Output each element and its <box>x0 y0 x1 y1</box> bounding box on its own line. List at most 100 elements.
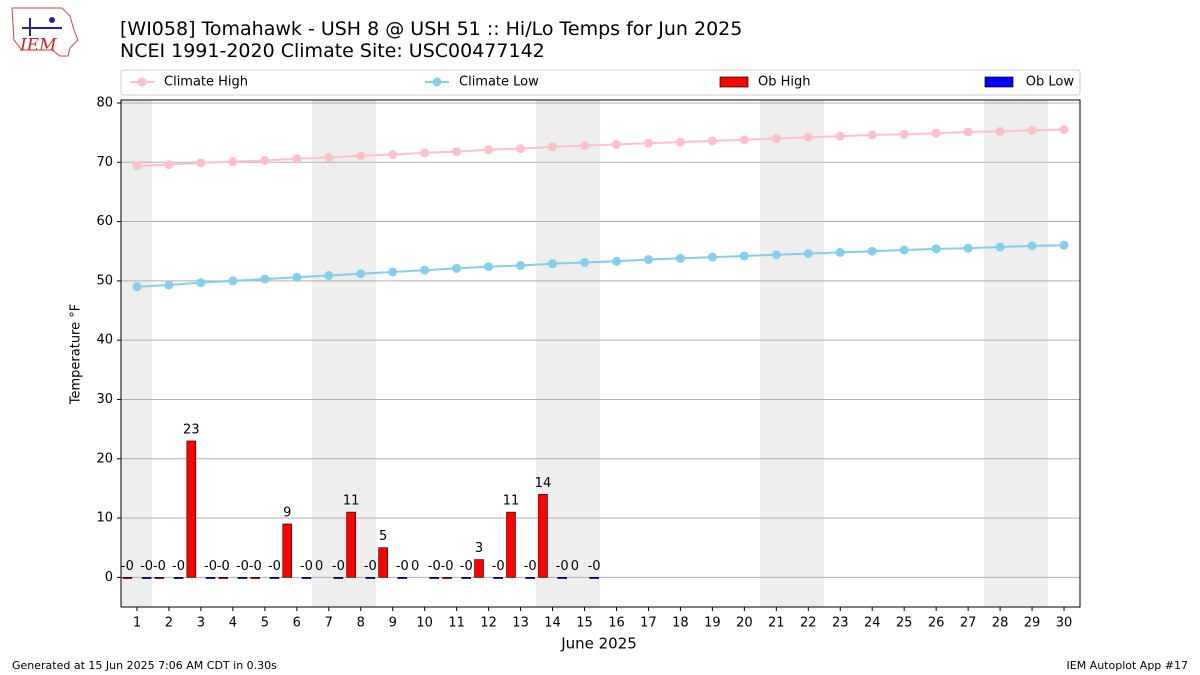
x-tick-label: 8 <box>357 616 365 631</box>
x-tick-label: 23 <box>832 616 849 631</box>
x-tick-label: 15 <box>576 616 593 631</box>
marker <box>452 263 462 273</box>
logo-dot <box>49 17 55 23</box>
bar-label: 23 <box>183 422 200 437</box>
bar <box>538 494 548 578</box>
marker <box>963 127 973 137</box>
bar-label: 0 <box>411 559 419 574</box>
weekend-band <box>121 100 152 607</box>
bar-label: 3 <box>475 541 483 556</box>
x-tick-label: 4 <box>229 616 237 631</box>
marker <box>580 141 590 151</box>
bar-label: -0 <box>524 559 537 574</box>
marker <box>675 137 685 147</box>
y-tick-label: 50 <box>96 273 113 288</box>
weekend-shading <box>121 100 1048 607</box>
bar <box>141 577 152 579</box>
marker <box>388 150 398 160</box>
marker <box>611 139 621 149</box>
x-tick-label: 19 <box>704 616 721 631</box>
marker <box>292 154 302 164</box>
bar <box>186 440 197 578</box>
x-tick-label: 22 <box>800 616 817 631</box>
x-tick-label: 10 <box>416 616 433 631</box>
footer-left: Generated at 15 Jun 2025 7:06 AM CDT in … <box>12 659 277 672</box>
legend-marker <box>137 77 147 87</box>
marker <box>324 271 334 281</box>
x-tick-label: 14 <box>544 616 561 631</box>
legend-label: Ob High <box>758 75 811 90</box>
x-tick-label: 26 <box>928 616 945 631</box>
marker <box>931 128 941 138</box>
x-tick-label: 25 <box>896 616 913 631</box>
marker <box>164 160 174 170</box>
marker <box>324 153 334 163</box>
bar <box>589 577 599 579</box>
marker <box>484 145 494 155</box>
bar-label: -0 <box>268 559 281 574</box>
y-tick-label: 80 <box>96 95 113 110</box>
bar <box>365 577 376 579</box>
marker <box>643 255 653 265</box>
marker <box>452 147 462 157</box>
chart-subtitle: NCEI 1991-2020 Climate Site: USC00477142 <box>120 40 545 62</box>
marker <box>1059 125 1069 135</box>
legend-swatch <box>719 76 749 88</box>
marker <box>771 134 781 144</box>
x-tick-label: 2 <box>165 616 173 631</box>
bar <box>205 577 216 579</box>
bar-label: -0 <box>236 559 249 574</box>
bar-label: -0 <box>460 559 473 574</box>
marker <box>420 265 430 275</box>
legend-box <box>120 69 1081 96</box>
marker <box>1027 125 1037 135</box>
weekend-band <box>984 100 1048 607</box>
bar-label: -0 <box>332 559 345 574</box>
bar <box>173 577 184 579</box>
marker <box>707 252 717 262</box>
bar <box>250 577 261 579</box>
x-tick-label: 29 <box>1024 616 1041 631</box>
marker <box>164 280 174 290</box>
bar-label: 11 <box>343 494 360 509</box>
bar-label: -0 <box>588 559 601 574</box>
bar <box>397 577 408 579</box>
x-tick-label: 17 <box>640 616 657 631</box>
marker <box>739 135 749 145</box>
x-tick-label: 1 <box>133 616 141 631</box>
bar <box>301 577 312 579</box>
marker <box>803 249 813 259</box>
marker <box>388 267 398 277</box>
x-tick-label: 5 <box>261 616 269 631</box>
x-tick-label: 6 <box>293 616 301 631</box>
bar-label: -0 <box>492 559 505 574</box>
weekend-band <box>760 100 824 607</box>
legend-label: Climate High <box>164 75 248 90</box>
bar <box>525 577 535 579</box>
weekend-band <box>312 100 376 607</box>
bar-label: -0 <box>428 559 441 574</box>
marker <box>771 250 781 260</box>
marker <box>675 253 685 263</box>
bar-label: 0 <box>571 559 579 574</box>
logo-text: IEM <box>19 36 57 56</box>
x-tick-label: 13 <box>512 616 529 631</box>
bar <box>218 577 229 579</box>
x-tick-label: 30 <box>1056 616 1073 631</box>
bar <box>378 547 388 578</box>
marker <box>228 276 238 286</box>
bar <box>474 559 484 578</box>
x-tick-label: 24 <box>864 616 881 631</box>
bar-label: -0 <box>364 559 377 574</box>
line <box>136 128 1065 167</box>
marker <box>260 155 270 165</box>
footer-right: IEM Autoplot App #17 <box>1067 659 1189 672</box>
x-tick-label: 11 <box>448 616 465 631</box>
marker <box>196 158 206 168</box>
x-tick-label: 12 <box>480 616 497 631</box>
marker <box>707 136 717 146</box>
marker <box>484 262 494 272</box>
marker <box>516 144 526 154</box>
marker <box>548 259 558 269</box>
marker <box>867 246 877 256</box>
